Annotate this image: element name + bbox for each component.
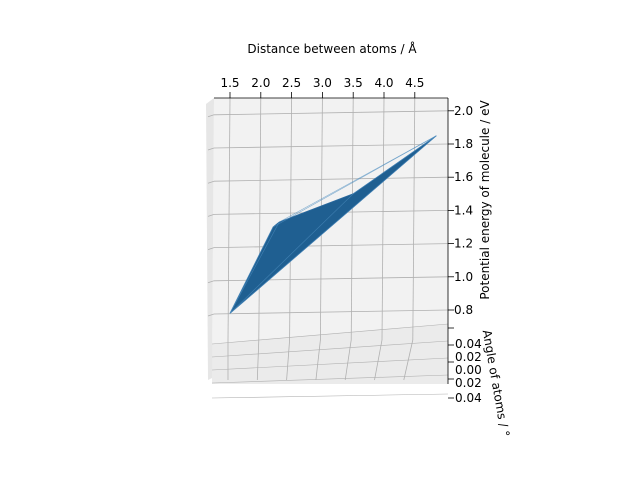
surface-facet-edge [229, 135, 437, 314]
x-tick-label: 3.0 [313, 76, 332, 90]
grid-lines [207, 97, 449, 399]
z-tick-label: 2.0 [454, 104, 473, 118]
x-tick-label: 2.0 [251, 76, 270, 90]
z-tick-label: 0.8 [454, 303, 473, 317]
z-tick-label: 1.6 [454, 170, 473, 184]
z-tick-label: 1.4 [454, 203, 473, 217]
z-grid-line-side [207, 313, 215, 317]
x-grid-line-floor [374, 339, 383, 381]
z-grid-line-side [207, 147, 215, 151]
y-grid-line [211, 357, 449, 371]
z-grid-line-side [207, 214, 215, 217]
y-tick-label: 0.00 [455, 363, 482, 377]
z-grid-line [213, 110, 449, 116]
z-grid-line [213, 309, 449, 315]
z-grid-line-side [207, 180, 215, 184]
surface-facet-edge [229, 226, 274, 314]
x-grid-line [412, 97, 416, 341]
z-grid-line [213, 243, 449, 248]
tick-marks [229, 92, 454, 399]
x-tick-label: 3.5 [344, 76, 363, 90]
x-grid-line-floor [315, 339, 321, 381]
y-tick-label: 0.02 [455, 350, 482, 364]
z-grid-line [213, 176, 449, 182]
surface-layer [229, 135, 437, 314]
x-grid-line [258, 97, 262, 341]
back-pane [212, 98, 448, 378]
y-tick-label: 0.04 [455, 391, 482, 405]
tick-labels: 1.5 2.0 2.5 3.0 3.5 4.0 4.5 0.8 1.0 1.2 1.4 1.… [220, 76, 481, 405]
z-grid-line-side [207, 247, 215, 250]
surface-facet-edge [229, 221, 280, 314]
x-axis-label: Distance between atoms / Å [247, 41, 417, 56]
z-grid-line-side [207, 280, 215, 284]
x-tick-label: 2.5 [282, 76, 301, 90]
y-grid-line [211, 323, 449, 345]
surface-facet-edge [353, 135, 437, 195]
surface-facet-edge [229, 193, 354, 314]
x-grid-line-floor [344, 339, 352, 381]
y-grid-line [211, 374, 449, 384]
y-tick-label: 0.04 [455, 337, 482, 351]
x-grid-line [350, 97, 354, 341]
x-grid-line-floor [256, 339, 260, 381]
x-grid-line-floor [286, 339, 290, 381]
x-grid-line [381, 97, 385, 341]
side-pane [206, 98, 214, 380]
y-tick-label: 0.02 [455, 376, 482, 390]
z-grid-line [213, 143, 449, 149]
z-tick-label: 1.0 [454, 270, 473, 284]
y-axis-label: Angle of atoms / ° [480, 329, 513, 438]
z-grid-line-side [207, 114, 215, 118]
x-grid-line [227, 97, 231, 341]
x-tick-label: 1.5 [220, 76, 239, 90]
z-tick-label: 1.8 [454, 137, 473, 151]
y-grid-line [211, 340, 449, 358]
y-grid-line [211, 393, 449, 399]
surface-facet-edge [279, 135, 437, 223]
x-tick-label: 4.5 [405, 76, 424, 90]
x-tick-label: 4.0 [374, 76, 393, 90]
z-tick-label: 1.2 [454, 237, 473, 251]
z-axis-label: Potential energy of molecule / eV [478, 100, 492, 300]
